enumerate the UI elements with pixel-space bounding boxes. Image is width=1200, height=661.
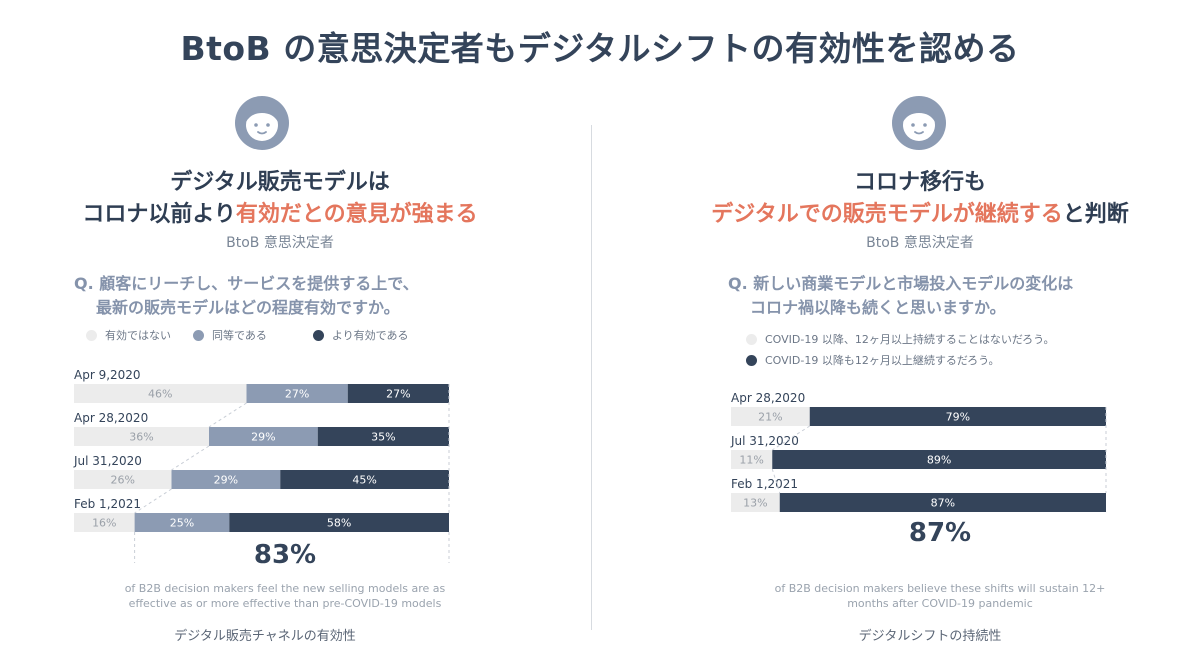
- bar-segment: [229, 513, 449, 532]
- bar-segment: [731, 450, 773, 469]
- bar-data-label: 36%: [129, 431, 153, 444]
- bar-segment: [74, 427, 209, 446]
- bar-category-label: Jul 31,2020: [73, 454, 142, 468]
- bar-data-label: 11%: [739, 454, 763, 467]
- legend-label-not-sustain: COVID-19 以降、12ヶ月以上持続することはないだろう。: [765, 333, 1055, 346]
- left-note-line1: of B2B decision makers feel the new sell…: [124, 582, 446, 595]
- right-subtitle: BtoB 意思決定者: [866, 235, 974, 251]
- right-headline-line1: コロナ移行も: [853, 170, 986, 195]
- bar-category-label: Feb 1,2021: [74, 497, 141, 511]
- bar-data-label: 45%: [352, 474, 376, 487]
- bar-data-label: 87%: [931, 497, 955, 510]
- right-question-line1: Q. 新しい商業モデルと市場投入モデルの変化は: [728, 274, 1074, 293]
- left-headline-highlight: 有効だとの意見が強まる: [235, 202, 478, 227]
- bar-data-label: 27%: [386, 388, 410, 401]
- legend-swatch-sustain: [746, 354, 757, 366]
- bar-category-label: Jul 31,2020: [730, 434, 799, 448]
- bar-segment: [246, 384, 348, 403]
- bar-segment: [317, 427, 449, 446]
- left-question: Q. 顧客にリーチし、サービスを提供する上で、 最新の販売モデルはどの程度有効で…: [74, 272, 419, 320]
- legend-label-sustain: COVID-19 以降も12ヶ月以上継続するだろう。: [765, 354, 1000, 367]
- left-question-line1: Q. 顧客にリーチし、サービスを提供する上で、: [74, 274, 419, 293]
- legend-swatch-not-effective: [86, 329, 97, 341]
- left-headline-plain: コロナ以前より: [82, 202, 236, 227]
- bar-data-label: 79%: [946, 411, 970, 424]
- bar-segment: [347, 384, 449, 403]
- bar-segment: [74, 384, 247, 403]
- bar-segment: [171, 470, 281, 489]
- left-headline-line2: コロナ以前より有効だとの意見が強まる: [0, 199, 560, 231]
- bar-segment: [779, 493, 1106, 512]
- right-caption: デジタルシフトの持続性: [858, 629, 1002, 644]
- right-stacked-bar-chart: Apr 28,2020 21% 79% Jul 31,2020 11% 89% Feb 1,…: [730, 391, 1107, 512]
- bar-segment: [280, 470, 449, 489]
- bar-segment: [731, 493, 780, 512]
- dashed-connector: [771, 425, 811, 451]
- legend-label-more-effective: より有効である: [331, 329, 409, 342]
- bar-segment: [209, 427, 318, 446]
- bar-category-label: Apr 28,2020: [731, 391, 805, 405]
- left-panel: デジタル販売モデルは コロナ以前より有効だとの意見が強まる BtoB 意思決定者…: [0, 95, 560, 655]
- left-headline: デジタル販売モデルは コロナ以前より有効だとの意見が強まる: [0, 167, 560, 231]
- dashed-connector: [134, 488, 172, 514]
- left-big-number: 83%: [253, 540, 317, 570]
- bar-data-label: 27%: [285, 388, 309, 401]
- right-question: Q. 新しい商業モデルと市場投入モデルの変化は コロナ禍以降も続くと思いますか。: [728, 272, 1073, 320]
- bar-segment: [74, 470, 172, 489]
- right-note-line1: of B2B decision makers believe these shi…: [774, 582, 1106, 595]
- person-icon: [892, 96, 946, 150]
- bar-data-label: 46%: [148, 388, 172, 401]
- bar-data-label: 16%: [92, 517, 116, 530]
- right-note-line2: months after COVID-19 pandemic: [847, 597, 1033, 610]
- right-headline-plain: と判断: [1062, 202, 1129, 227]
- legend-swatch-same: [193, 329, 204, 341]
- legend-label-same: 同等である: [212, 329, 267, 342]
- legend-swatch-more-effective: [312, 329, 324, 341]
- bar-segment: [772, 450, 1106, 469]
- bar-data-label: 58%: [327, 517, 351, 530]
- dashed-connector: [208, 402, 247, 428]
- right-note: of B2B decision makers believe these shi…: [700, 581, 1180, 611]
- left-note: of B2B decision makers feel the new sell…: [40, 581, 530, 611]
- bar-data-label: 35%: [371, 431, 395, 444]
- bar-data-label: 29%: [214, 474, 238, 487]
- left-stacked-bar-chart: Apr 9,2020 46% 27% 27% Apr 28,2020 36% 29% 35% J…: [73, 368, 450, 563]
- right-headline-line2: デジタルでの販売モデルが継続すると判断: [640, 199, 1200, 231]
- legend-label-not-effective: 有効ではない: [105, 329, 171, 342]
- bar-segment: [809, 407, 1106, 426]
- bar-data-label: 89%: [927, 454, 951, 467]
- right-legend-item-1: COVID-19 以降、12ヶ月以上持続することはないだろう。: [746, 331, 1055, 347]
- legend-swatch-not-sustain: [746, 333, 757, 345]
- dashed-connector: [171, 445, 210, 471]
- right-legend-item-2: COVID-19 以降も12ヶ月以上継続するだろう。: [746, 352, 1000, 368]
- bar-segment: [134, 513, 230, 532]
- right-headline: コロナ移行も デジタルでの販売モデルが継続すると判断: [640, 167, 1200, 231]
- center-divider: [591, 125, 592, 630]
- bar-data-label: 26%: [111, 474, 135, 487]
- left-subtitle: BtoB 意思決定者: [226, 235, 334, 251]
- bar-data-label: 29%: [251, 431, 275, 444]
- bar-category-label: Feb 1,2021: [731, 477, 798, 491]
- right-question-line2: コロナ禍以降も続くと思いますか。: [750, 298, 1006, 317]
- bar-data-label: 21%: [758, 411, 782, 424]
- right-panel: コロナ移行も デジタルでの販売モデルが継続すると判断 BtoB 意思決定者 Q.…: [640, 95, 1200, 655]
- left-question-line2: 最新の販売モデルはどの程度有効ですか。: [96, 298, 400, 317]
- right-big-number: 87%: [908, 518, 972, 548]
- bar-category-label: Apr 28,2020: [74, 411, 148, 425]
- left-note-line2: effective as or more effective than pre-…: [128, 597, 442, 610]
- bar-category-label: Apr 9,2020: [74, 368, 141, 382]
- bar-data-label: 25%: [170, 517, 194, 530]
- bar-data-label: 13%: [743, 497, 767, 510]
- left-legend: 有効ではない 同等である より有効である: [86, 327, 409, 343]
- page-title: BtoB の意思決定者もデジタルシフトの有効性を認める: [180, 29, 1020, 68]
- person-icon: [235, 96, 289, 150]
- bar-segment: [74, 513, 135, 532]
- right-headline-highlight: デジタルでの販売モデルが継続する: [711, 202, 1063, 227]
- left-caption: デジタル販売チャネルの有効性: [174, 629, 356, 644]
- left-headline-line1: デジタル販売モデルは: [170, 170, 390, 195]
- dashed-connector: [771, 468, 781, 494]
- bar-segment: [731, 407, 810, 426]
